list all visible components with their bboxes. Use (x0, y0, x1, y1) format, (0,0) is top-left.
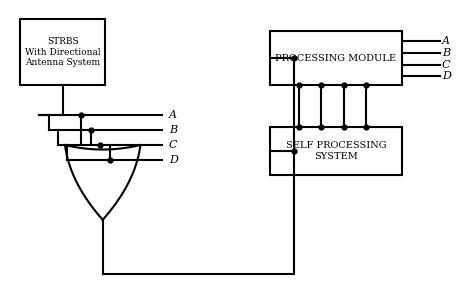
Bar (270, 127, 402, 175)
Text: STRBS
With Directional
Antenna System: STRBS With Directional Antenna System (25, 37, 100, 67)
Text: A: A (169, 110, 177, 120)
Text: SELF PROCESSING
SYSTEM: SELF PROCESSING SYSTEM (286, 141, 386, 161)
Text: D: D (442, 71, 451, 81)
Bar (20, 19, 105, 85)
Text: A: A (442, 36, 450, 46)
Bar (270, 31, 402, 85)
Text: PROCESSING MODULE: PROCESSING MODULE (275, 54, 396, 63)
Text: B: B (442, 48, 450, 58)
Text: B: B (169, 125, 177, 135)
Text: C: C (442, 60, 450, 70)
Text: D: D (169, 155, 178, 165)
Text: C: C (169, 140, 177, 150)
